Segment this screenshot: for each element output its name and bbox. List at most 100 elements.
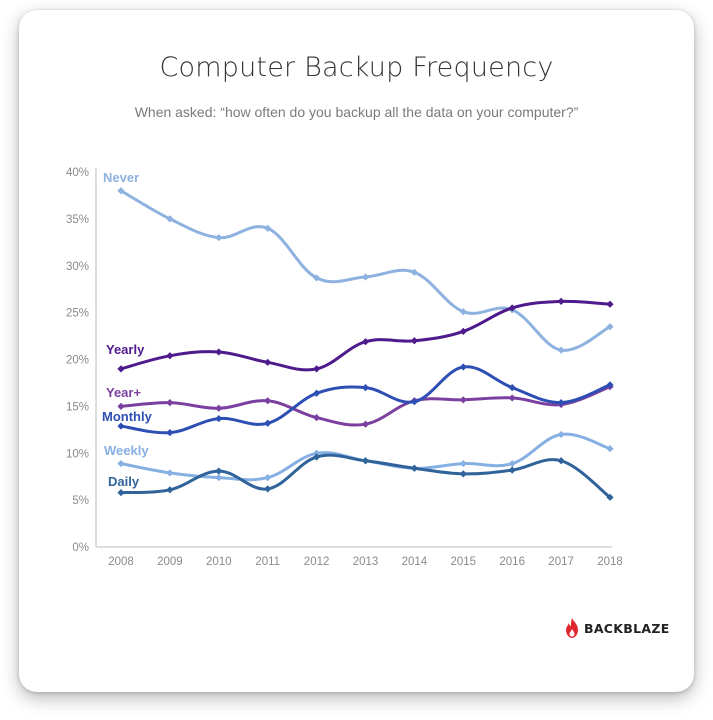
x-tick-label: 2009 [157, 556, 183, 568]
data-point-monthly-2018 [606, 381, 614, 389]
data-point-weekly-2018 [606, 444, 614, 453]
backblaze-logo: BACKBLAZE [564, 618, 670, 638]
data-point-never-2012 [313, 274, 321, 282]
data-point-monthly-2013 [361, 384, 370, 392]
data-point-weekly-2015 [459, 459, 467, 468]
data-point-never-2018 [606, 323, 614, 331]
series-yearly [117, 297, 614, 373]
series-monthly [117, 363, 614, 437]
data-point-daily-2010 [215, 467, 223, 475]
data-point-monthly-2014 [410, 398, 418, 406]
data-point-yearly-2017 [557, 297, 565, 305]
y-tick-label: 5% [72, 495, 89, 507]
data-point-year-2012 [313, 414, 321, 422]
x-tick-label: 2011 [255, 556, 280, 568]
x-tick-label: 2018 [597, 556, 623, 568]
x-tick-label: 2016 [499, 556, 525, 568]
data-point-daily-2013 [361, 457, 370, 465]
data-point-never-2009 [166, 215, 174, 223]
data-point-daily-2011 [264, 485, 272, 493]
brand-name: BACKBLAZE [584, 620, 670, 636]
series-daily [117, 453, 614, 501]
data-point-year-2010 [215, 404, 223, 412]
data-point-yearly-2018 [606, 300, 614, 308]
data-point-monthly-2008 [117, 422, 125, 430]
chart-subtitle: When asked: “how often do you backup all… [134, 104, 579, 120]
series-line-yearly [119, 299, 612, 372]
data-point-yearly-2012 [313, 365, 321, 373]
data-point-year-2008 [117, 402, 125, 410]
data-point-monthly-2012 [313, 389, 321, 397]
y-tick-label: 15% [66, 401, 89, 413]
data-point-monthly-2009 [166, 429, 174, 437]
data-point-weekly-2011 [264, 474, 272, 482]
data-point-weekly-2009 [166, 469, 174, 477]
series-line-never [119, 189, 612, 352]
series-lines [117, 187, 614, 501]
x-tick-label: 2014 [402, 556, 428, 568]
data-point-year-2013 [361, 420, 370, 428]
series-line-weekly [119, 432, 612, 482]
data-point-monthly-2011 [264, 419, 272, 427]
data-point-weekly-2016 [508, 459, 516, 468]
series-weekly [117, 430, 614, 482]
data-point-monthly-2015 [459, 363, 467, 371]
data-point-never-2011 [264, 224, 272, 232]
data-point-never-2015 [459, 308, 467, 316]
x-tick-label: 2012 [304, 556, 330, 568]
data-point-yearly-2016 [508, 304, 516, 312]
y-tick-label: 40% [66, 167, 89, 179]
data-point-daily-2015 [459, 470, 467, 478]
data-point-year-2015 [459, 396, 467, 404]
flame-icon [566, 618, 578, 638]
data-point-never-2017 [557, 346, 565, 354]
data-point-never-2010 [215, 234, 223, 242]
x-tick-label: 2010 [206, 556, 232, 568]
data-point-weekly-2010 [215, 474, 223, 482]
data-point-yearly-2009 [166, 352, 174, 360]
data-point-yearly-2011 [264, 358, 272, 366]
x-tick-label: 2008 [108, 556, 134, 568]
y-tick-label: 35% [66, 214, 89, 226]
chart-card [19, 10, 694, 692]
data-point-daily-2016 [508, 466, 516, 474]
data-point-monthly-2017 [557, 399, 565, 407]
data-point-yearly-2015 [459, 327, 467, 335]
data-point-yearly-2014 [410, 337, 418, 345]
data-point-never-2013 [361, 273, 370, 281]
data-point-yearly-2010 [215, 348, 223, 356]
series-label-daily: Daily [108, 474, 140, 489]
y-tick-label: 20% [66, 355, 89, 367]
x-tick-label: 2013 [353, 556, 379, 568]
series-label-never: Never [103, 170, 139, 185]
data-point-year-2009 [166, 399, 174, 407]
data-point-never-2008 [117, 187, 125, 195]
data-point-daily-2009 [166, 486, 174, 494]
y-tick-label: 30% [66, 261, 89, 273]
data-point-weekly-2017 [557, 430, 565, 439]
data-point-year-2016 [508, 394, 516, 402]
data-point-daily-2014 [410, 464, 418, 472]
series-label-year: Year+ [106, 385, 141, 400]
data-point-yearly-2008 [117, 365, 125, 373]
x-tick-label: 2015 [451, 556, 477, 568]
x-tick-label: 2017 [548, 556, 574, 568]
chart-axes: 0% 5% 10% 15% 20% 25% 30% 35% 40% 2008 2009 2010 201… [66, 167, 623, 568]
y-tick-label: 25% [66, 308, 89, 320]
series-label-weekly: Weekly [104, 443, 149, 458]
data-point-never-2014 [410, 268, 418, 276]
chart-title: Computer Backup Frequency [159, 52, 554, 83]
series-labels: Never Yearly Year+ Monthly Weekly Daily [102, 170, 153, 489]
series-label-yearly: Yearly [106, 342, 145, 357]
data-point-daily-2017 [557, 457, 565, 465]
y-tick-label: 10% [66, 448, 89, 460]
y-tick-label: 0% [72, 542, 89, 554]
data-point-year-2011 [264, 397, 272, 405]
data-point-daily-2008 [117, 489, 125, 497]
data-point-daily-2018 [606, 493, 614, 501]
series-line-year [119, 385, 612, 427]
data-point-monthly-2010 [215, 414, 223, 423]
data-point-yearly-2013 [361, 338, 370, 346]
data-point-daily-2012 [313, 453, 321, 461]
